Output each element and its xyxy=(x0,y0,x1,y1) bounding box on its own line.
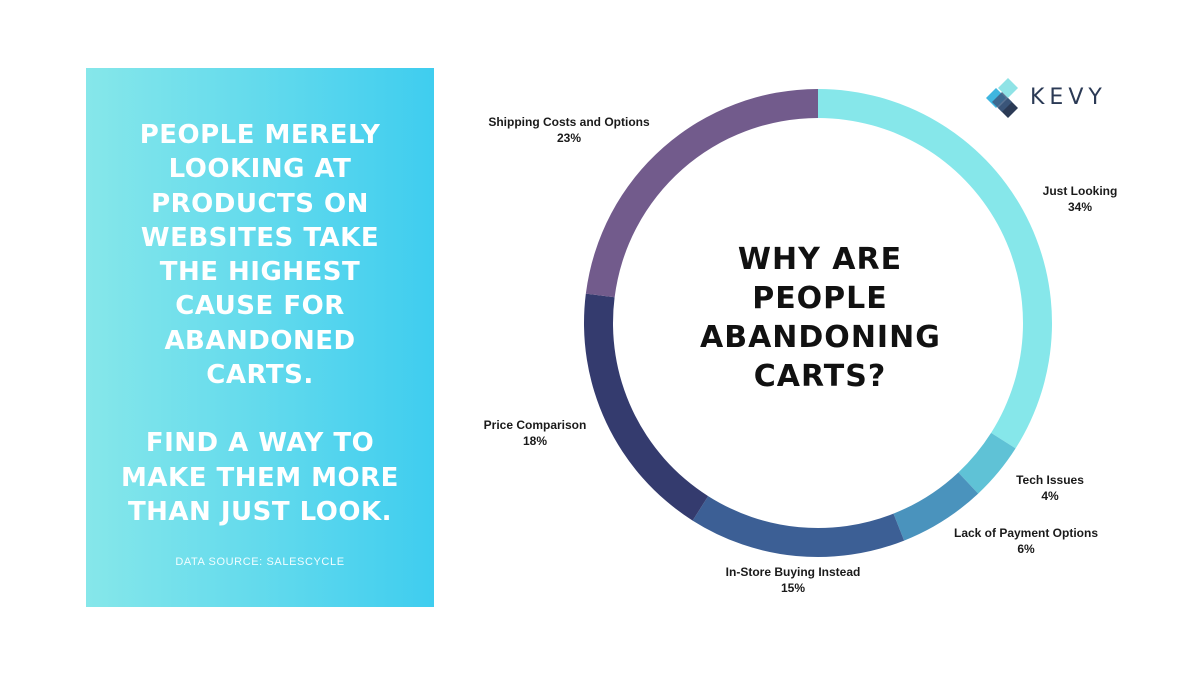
kevy-logo: KEVY xyxy=(984,76,1114,120)
cta-line: THAN JUST LOOK. xyxy=(127,496,393,527)
slice-value-label: 34% xyxy=(1068,200,1092,214)
donut-slice-in-store-buying-instead xyxy=(692,496,905,558)
headline-line: THE HIGHEST xyxy=(159,257,361,288)
slice-label: Just Looking xyxy=(1043,184,1118,198)
donut-slice-lack-of-payment-options xyxy=(893,472,979,541)
chart-title-line: ABANDONING xyxy=(700,320,941,355)
headline-line: WEBSITES TAKE xyxy=(140,222,380,253)
headline-line: ABANDONED xyxy=(164,325,356,356)
cta-line: MAKE THEM MORE xyxy=(121,462,399,493)
data-source: DATA SOURCE: SALESCYCLE xyxy=(175,556,345,568)
donut-slice-tech-issues xyxy=(958,432,1016,494)
slice-label: Tech Issues xyxy=(1016,473,1084,487)
slice-value-label: 6% xyxy=(1017,542,1035,556)
slice-value-label: 18% xyxy=(523,434,547,448)
headline-line: LOOKING AT xyxy=(168,154,352,185)
headline-line: CAUSE FOR xyxy=(175,291,345,322)
donut-slice-shipping-costs-and-options xyxy=(585,89,818,298)
chart-title-line: WHY ARE xyxy=(737,242,903,277)
chart-title-line: PEOPLE xyxy=(752,281,888,316)
slice-label: Lack of Payment Options xyxy=(954,526,1098,540)
info-panel: PEOPLE MERELY LOOKING AT PRODUCTS ON WEB… xyxy=(86,68,434,607)
headline-line: CARTS. xyxy=(206,360,314,391)
slice-value-label: 23% xyxy=(557,131,581,145)
chart-title-line: CARTS? xyxy=(753,359,887,394)
cta-line: FIND A WAY TO xyxy=(145,428,375,459)
slice-label: Price Comparison xyxy=(484,418,587,432)
donut-slice-just-looking xyxy=(818,89,1052,449)
slice-label: In-Store Buying Instead xyxy=(726,565,861,579)
slice-value-label: 4% xyxy=(1041,489,1059,503)
kevy-diamond-logo-icon xyxy=(986,78,1018,118)
logo-wordmark: KEVY xyxy=(1030,85,1107,110)
slice-label: Shipping Costs and Options xyxy=(488,115,650,129)
headline-line: PRODUCTS ON xyxy=(151,188,369,219)
headline-line: PEOPLE MERELY xyxy=(139,120,381,150)
donut-slice-price-comparison xyxy=(584,293,709,521)
chart-title: WHY ARE PEOPLE ABANDONING CARTS? xyxy=(700,240,940,396)
panel-headline: PEOPLE MERELY LOOKING AT PRODUCTS ON WEB… xyxy=(86,118,434,529)
slice-value-label: 15% xyxy=(781,581,805,595)
